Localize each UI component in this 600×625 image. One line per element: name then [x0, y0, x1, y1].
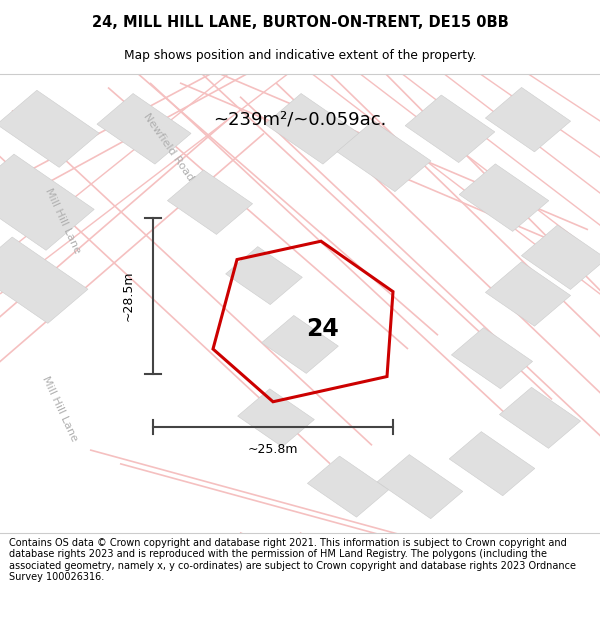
Text: ~239m²/~0.059ac.: ~239m²/~0.059ac.: [214, 111, 386, 129]
Polygon shape: [377, 454, 463, 519]
Polygon shape: [499, 388, 581, 448]
Text: 24, MILL HILL LANE, BURTON-ON-TRENT, DE15 0BB: 24, MILL HILL LANE, BURTON-ON-TRENT, DE1…: [92, 14, 508, 29]
Text: Newfield Road: Newfield Road: [141, 111, 195, 183]
Text: 24: 24: [305, 317, 338, 341]
Polygon shape: [226, 247, 302, 304]
Polygon shape: [97, 94, 191, 164]
Polygon shape: [485, 88, 571, 152]
Polygon shape: [238, 389, 314, 447]
Polygon shape: [459, 164, 549, 231]
Text: Mill Hill Lane: Mill Hill Lane: [43, 186, 83, 255]
Text: ~25.8m: ~25.8m: [248, 442, 298, 456]
Polygon shape: [449, 432, 535, 496]
Polygon shape: [337, 121, 431, 192]
Polygon shape: [451, 328, 533, 389]
Polygon shape: [262, 316, 338, 373]
Text: ~28.5m: ~28.5m: [121, 271, 134, 321]
Polygon shape: [485, 262, 571, 326]
Text: Mill Hill Lane: Mill Hill Lane: [40, 374, 80, 443]
Polygon shape: [265, 94, 359, 164]
Text: Contains OS data © Crown copyright and database right 2021. This information is : Contains OS data © Crown copyright and d…: [9, 538, 576, 582]
Text: Map shows position and indicative extent of the property.: Map shows position and indicative extent…: [124, 49, 476, 62]
Polygon shape: [405, 95, 495, 162]
Polygon shape: [0, 154, 94, 250]
Polygon shape: [0, 237, 88, 323]
Polygon shape: [0, 90, 99, 168]
Polygon shape: [521, 225, 600, 289]
Polygon shape: [307, 456, 389, 517]
Polygon shape: [167, 170, 253, 234]
